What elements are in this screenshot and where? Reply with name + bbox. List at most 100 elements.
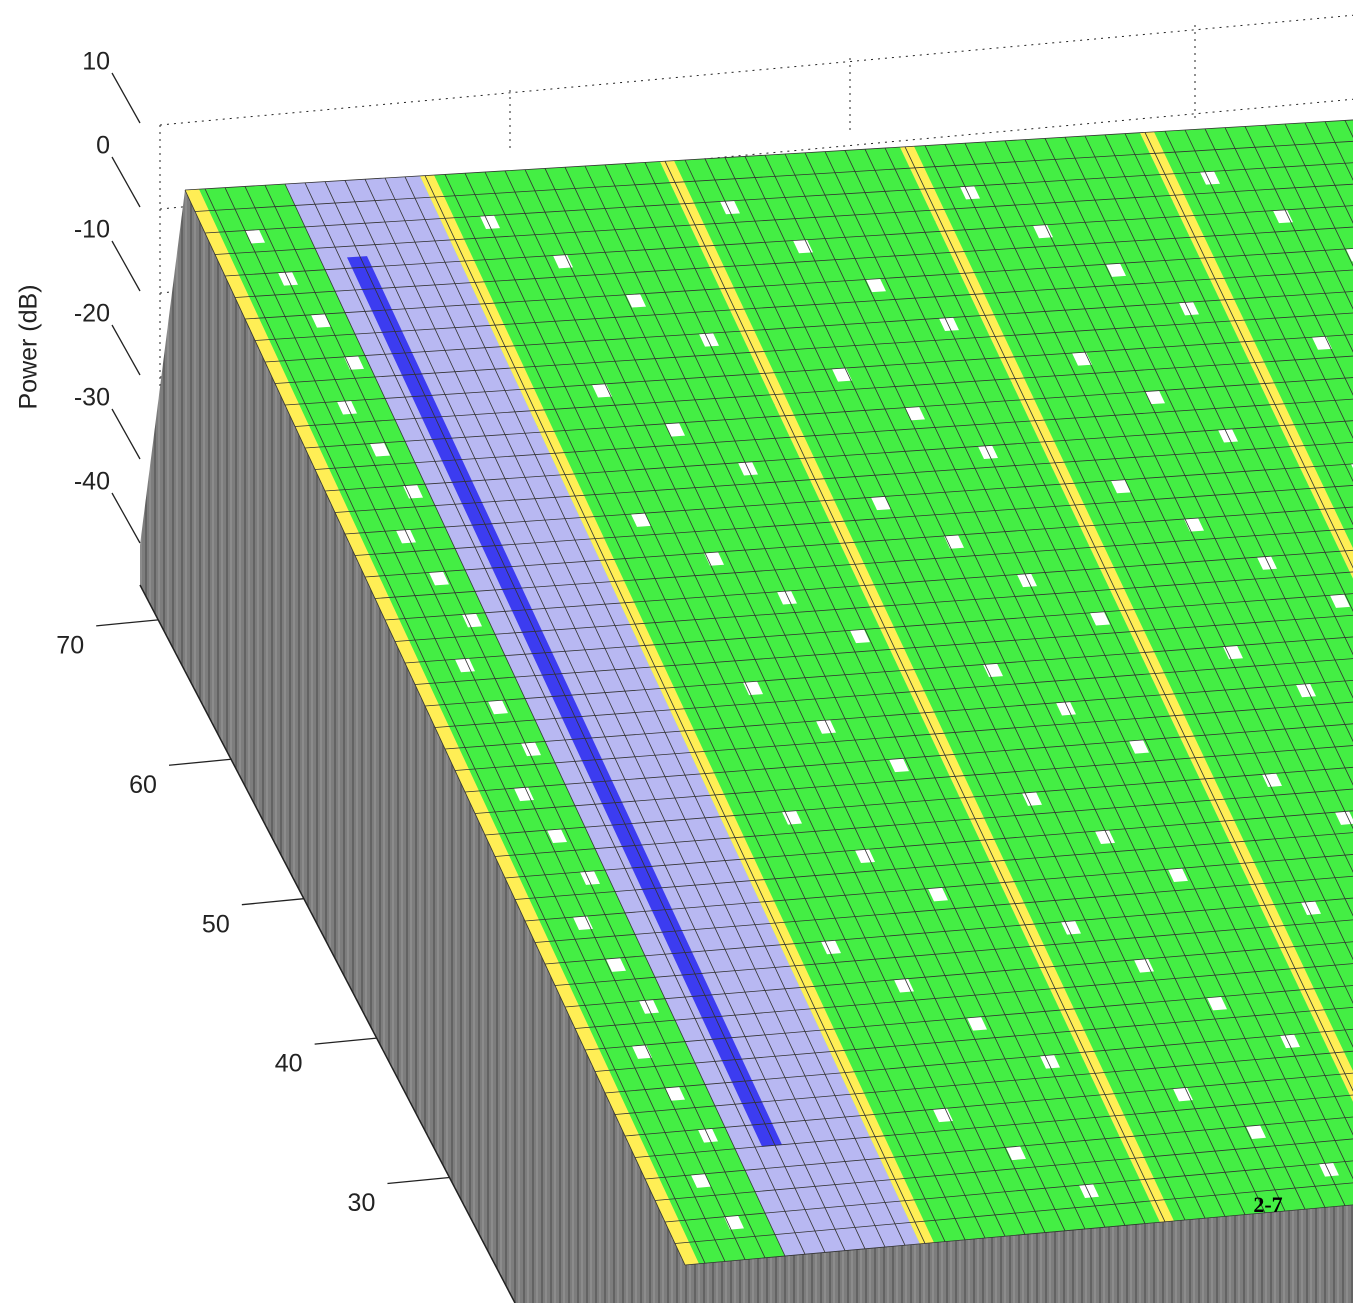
surface-cell xyxy=(245,229,265,244)
mesh-line xyxy=(184,119,1353,191)
z-tick-label: -40 xyxy=(74,468,110,496)
surface-cell xyxy=(1033,224,1053,239)
z-tick xyxy=(111,240,141,292)
z-tick xyxy=(111,324,141,376)
grid-line xyxy=(159,14,1353,126)
annotation: 2-7 xyxy=(1253,1192,1282,1217)
surface-cell xyxy=(871,496,891,511)
surface-cell xyxy=(967,1016,987,1031)
surface-cell xyxy=(547,829,567,844)
mesh-line xyxy=(464,723,1353,793)
surface-edge xyxy=(900,146,1353,1102)
mesh-line xyxy=(384,549,1353,621)
mesh-line xyxy=(1144,132,1353,569)
z-axis-label: Power (dB) xyxy=(15,284,43,409)
mesh-line xyxy=(274,312,1353,384)
surface-cell xyxy=(665,1086,685,1101)
z-tick xyxy=(111,156,141,208)
left-wall xyxy=(140,190,700,1303)
mesh-line xyxy=(484,766,1353,836)
surface-cell xyxy=(1106,263,1126,277)
surface-cell xyxy=(1173,1087,1193,1102)
surface-cell xyxy=(1040,1054,1060,1069)
surface-cell xyxy=(1246,1125,1266,1140)
y-tick xyxy=(168,758,232,766)
mesh-line xyxy=(454,701,1353,771)
surface-cell xyxy=(960,185,980,200)
surface-band xyxy=(347,256,782,1147)
mesh-line xyxy=(344,463,1353,535)
mesh-line xyxy=(314,398,1353,470)
surface-cell xyxy=(1223,645,1243,660)
surface-cell xyxy=(691,1173,711,1188)
surface-cell xyxy=(939,317,959,331)
y-tick-label: 50 xyxy=(202,910,230,938)
surface-band xyxy=(185,184,785,1265)
axes: 10 0 -10 -20 -30 -40 70 60 50 40 30 xyxy=(56,48,516,1303)
surface-cell xyxy=(665,422,685,437)
surface-cell xyxy=(1134,958,1154,973)
surface xyxy=(140,119,1353,1303)
front-wall xyxy=(685,1205,1353,1303)
surface-cell xyxy=(1273,209,1293,224)
mesh-line xyxy=(1124,133,1353,612)
surface-cell xyxy=(933,1108,953,1123)
mesh-line xyxy=(354,485,1353,556)
z-tick-label: -30 xyxy=(74,384,110,412)
y-tick-label: 30 xyxy=(348,1189,376,1217)
surface-cell xyxy=(1017,573,1037,588)
mesh-line xyxy=(204,162,1353,234)
mesh-line xyxy=(214,183,1353,255)
mesh-line xyxy=(254,269,1353,341)
mesh-line xyxy=(674,1182,1353,1244)
mesh-line xyxy=(544,897,1353,965)
surface-cell xyxy=(1179,301,1199,316)
surface-cell xyxy=(905,406,925,421)
surface-cell xyxy=(1330,594,1350,608)
surface-cell xyxy=(1129,739,1149,754)
z-tick xyxy=(111,408,141,460)
mesh-line xyxy=(534,875,1353,943)
mesh-line xyxy=(664,1160,1353,1223)
surface-cell xyxy=(1346,248,1353,262)
surface-cell xyxy=(793,239,813,254)
surface-cell xyxy=(1207,996,1227,1011)
mesh-line xyxy=(1244,126,1353,353)
surface-cell xyxy=(699,332,719,347)
surface-cell xyxy=(396,529,416,544)
surface-cell xyxy=(1168,868,1188,882)
surface-cell xyxy=(782,810,802,825)
mesh-line xyxy=(564,941,1353,1008)
y-tick-label: 60 xyxy=(129,771,157,799)
mesh-line xyxy=(514,832,1353,900)
surface-cell xyxy=(894,978,914,993)
mesh-line xyxy=(574,963,1353,1029)
z-tick-label: 10 xyxy=(82,48,110,76)
surface-cell xyxy=(1022,792,1042,806)
surface-edge xyxy=(1140,131,1353,579)
mesh-line xyxy=(264,291,1353,363)
mesh-line xyxy=(324,420,1353,492)
surface-cell xyxy=(337,400,357,415)
surface-cell xyxy=(1111,479,1131,494)
surface-cell xyxy=(1056,701,1076,716)
z-tick-label: 0 xyxy=(96,132,110,160)
surface-cell xyxy=(311,313,331,328)
surface-cell xyxy=(631,513,651,527)
surface-cell xyxy=(580,870,600,885)
surface-cell xyxy=(462,613,482,628)
surface-cell xyxy=(1079,1183,1099,1198)
surface-cell xyxy=(480,215,500,229)
y-axis xyxy=(139,584,516,1303)
surface-cell xyxy=(816,719,836,734)
mesh-line xyxy=(434,658,1353,728)
mesh-line xyxy=(374,528,1353,599)
surface-cell xyxy=(983,663,1003,678)
mesh-line xyxy=(594,1006,1353,1072)
z-tick-label: -20 xyxy=(74,300,110,328)
surface-cell xyxy=(1319,1162,1339,1177)
y-tick xyxy=(96,619,159,627)
surface-cell xyxy=(850,629,870,644)
y-tick xyxy=(241,898,304,906)
